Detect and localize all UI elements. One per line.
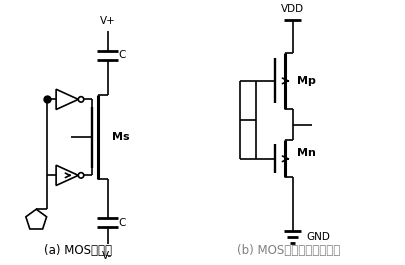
Text: (b) MOS开关管中的反相器: (b) MOS开关管中的反相器 <box>237 244 339 257</box>
Text: GND: GND <box>305 232 329 242</box>
Text: C: C <box>118 50 126 60</box>
Text: (a) MOS开关管: (a) MOS开关管 <box>44 244 112 257</box>
Text: V-: V- <box>102 250 113 260</box>
Text: Mp: Mp <box>296 76 315 86</box>
Text: V+: V+ <box>99 16 115 26</box>
Text: Ms: Ms <box>112 132 130 142</box>
Text: VDD: VDD <box>280 5 303 15</box>
Text: Mn: Mn <box>296 148 315 158</box>
Text: C: C <box>118 218 126 228</box>
